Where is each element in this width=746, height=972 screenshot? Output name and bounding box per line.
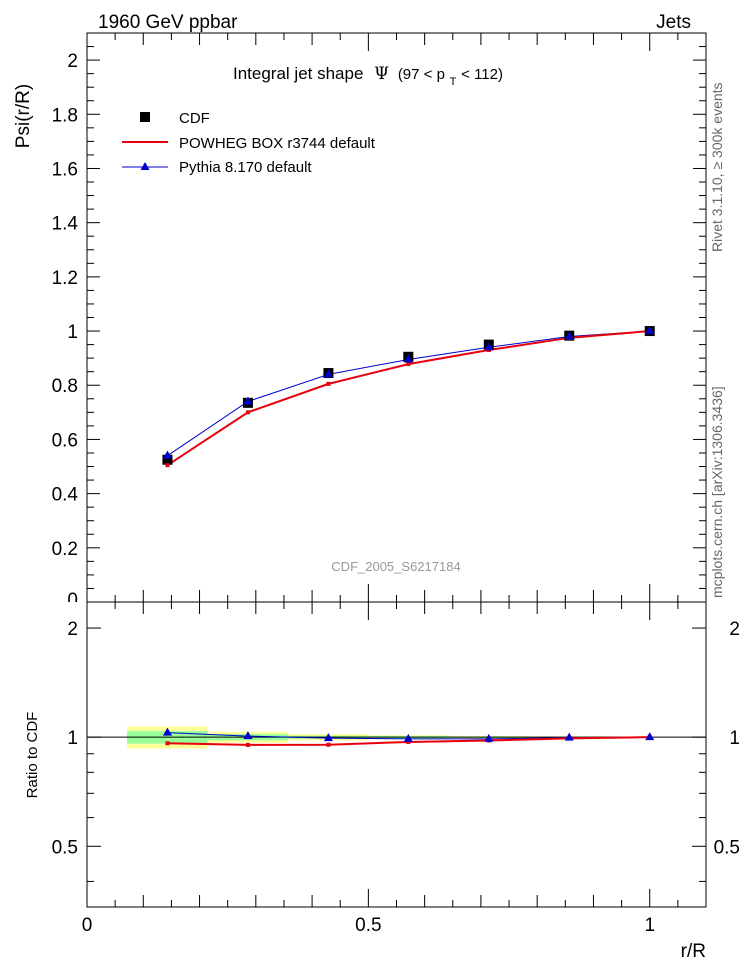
x-tick-label: 1 [644,915,655,936]
ratio-pythia-point [645,732,655,741]
legend-pythia-marker [140,162,150,170]
legend-cdf-label: CDF [179,110,210,127]
ratio-y-tick-label: 2 [67,619,78,640]
rivet-version-label: Rivet 3.1.10, ≥ 300k events [709,82,725,252]
pythia-point [162,450,172,459]
ratio-y-tick-label-right: 0.5 [714,837,740,858]
legend-powheg-label: POWHEG BOX r3744 default [179,135,376,152]
legend: CDF POWHEG BOX r3744 default Pythia 8.17… [122,110,376,176]
mcplots-label: mcplots.cern.ch [arXiv:1306.3436] [709,386,725,598]
main-y-tick-label: 2 [67,51,78,72]
ratio-panel-frame [86,601,707,908]
main-y-tick-label-zero: 0 [67,590,78,611]
main-y-tick-label: 1.4 [52,214,79,235]
ratio-y-axis-title: Ratio to CDF [24,712,41,799]
main-y-tick-label: 0.6 [52,430,78,451]
pythia-point [484,342,494,351]
ratio-pythia-point [162,727,172,736]
main-y-tick-label: 1.8 [52,105,78,126]
ratio-pythia-point [243,731,253,740]
legend-cdf-marker [140,112,150,122]
main-y-tick-label: 1.6 [52,159,78,180]
ratio-powheg-point [245,742,250,747]
pythia-point [645,326,655,335]
main-y-tick-label: 0.2 [52,539,78,560]
ratio-pythia-point [484,733,494,742]
ratio-pythia-point [403,733,413,742]
zero-label-mask [50,602,86,614]
powheg-point [245,410,250,415]
header-right: Jets [656,12,691,33]
chart-title: Integral jet shape Ψ (97 < p T < 112) [233,64,503,89]
powheg-point [165,463,170,468]
chart-title-range: (97 < p [398,66,445,83]
chart-title-range-sub: T [450,76,457,88]
powheg-point [406,362,411,367]
main-y-tick-label: 1 [67,322,78,343]
ratio-y-tick-label: 1 [67,728,78,749]
chart-title-psi: Ψ [374,64,389,84]
series-layer [162,326,655,747]
pythia-point [564,331,574,340]
ratio-y-tick-label: 0.5 [52,837,78,858]
main-y-axis-title: Psi(r/R) [13,84,34,148]
main-y-tick-label: 0.8 [52,376,78,397]
main-y-tick-label: 0.4 [52,485,79,506]
ratio-powheg-point [326,742,331,747]
legend-pythia-label: Pythia 8.170 default [179,159,312,176]
chart-title-text: Integral jet shape [233,64,363,83]
analysis-watermark: CDF_2005_S6217184 [331,559,460,574]
ratio-pythia-point [323,733,333,742]
cdf-point [162,454,173,465]
header-left: 1960 GeV ppbar [98,12,238,33]
chart-title-range-end: < 112) [461,66,503,83]
x-axis-title: r/R [681,941,706,962]
pythia-line [167,330,650,457]
ratio-powheg-point [165,741,170,746]
x-tick-label: 0 [82,915,93,936]
ratio-powheg-point [406,739,411,744]
pythia-point [323,369,333,378]
ratio-y-tick-label-right: 1 [729,728,740,749]
powheg-point [326,381,331,386]
pythia-point [243,396,253,405]
axes-layer: 0.2 0.4 0.6 0.8 1 1.2 1.4 1.6 1.8 2 0 0 0.5 1 0.5 0.5 1 1… [50,32,740,936]
ratio-y-tick-label-right: 2 [729,619,740,640]
pythia-point [403,354,413,363]
powheg-line [166,330,650,467]
x-tick-label: 0.5 [355,915,381,936]
main-y-tick-label: 1.2 [52,268,78,289]
ratio-pythia-point [564,732,574,741]
